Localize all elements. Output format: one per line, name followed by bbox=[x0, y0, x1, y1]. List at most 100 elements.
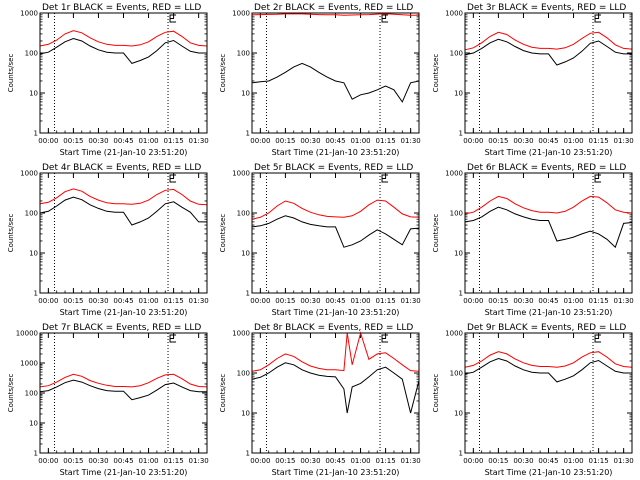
y-tick-label: 1 bbox=[459, 290, 463, 298]
panel-title: Det 9r BLACK = Events, RED = LLD bbox=[467, 323, 626, 333]
plot-frame bbox=[39, 172, 208, 294]
y-tick-label: 100 bbox=[237, 210, 250, 218]
y-axis-label: Counts/sec bbox=[219, 214, 227, 253]
x-tick-label: 00:30 bbox=[88, 457, 108, 465]
x-axis-label: Start Time (21-Jan-10 23:51:20) bbox=[272, 468, 400, 477]
x-tick-label: 00:45 bbox=[113, 137, 133, 145]
x-tick-label: 01:00 bbox=[350, 297, 370, 305]
x-tick-label: 00:30 bbox=[88, 297, 108, 305]
x-tick-label: 00:45 bbox=[538, 297, 558, 305]
x-tick-label: 01:30 bbox=[189, 297, 209, 305]
y-tick-label: 10 bbox=[29, 90, 38, 98]
series-line-events bbox=[251, 62, 420, 103]
x-tick-label: 00:45 bbox=[325, 137, 345, 145]
panel-2: Det 2r BLACK = Events, RED = LLD Counts/s… bbox=[219, 3, 421, 157]
x-tick-label: 01:00 bbox=[563, 457, 583, 465]
panel-title: Det 3r BLACK = Events, RED = LLD bbox=[467, 3, 626, 13]
y-tick-label: 1 bbox=[34, 290, 38, 298]
panel-title: Det 4r BLACK = Events, RED = LLD bbox=[42, 163, 201, 173]
y-tick-label: 100 bbox=[450, 50, 463, 58]
x-tick-label: 01:30 bbox=[614, 297, 634, 305]
series-line-events bbox=[39, 196, 207, 226]
e-marker-icon bbox=[381, 334, 389, 343]
x-tick-label: 00:30 bbox=[513, 297, 533, 305]
y-tick-label: 1000 bbox=[232, 170, 250, 178]
x-tick-label: 01:30 bbox=[401, 137, 421, 145]
x-tick-label: 00:15 bbox=[275, 137, 295, 145]
x-tick-label: 00:00 bbox=[463, 457, 483, 465]
series-line-events bbox=[251, 215, 420, 248]
y-tick-label: 1 bbox=[459, 130, 463, 138]
series-line-events bbox=[251, 362, 420, 414]
x-axis-label: Start Time (21-Jan-10 23:51:20) bbox=[60, 308, 188, 317]
x-axis-label: Start Time (21-Jan-10 23:51:20) bbox=[60, 148, 188, 157]
y-tick-label: 1 bbox=[246, 450, 250, 458]
y-tick-label: 10 bbox=[241, 410, 250, 418]
series-line-lld bbox=[39, 373, 208, 388]
x-tick-label: 00:15 bbox=[275, 297, 295, 305]
panel-6: Det 6r BLACK = Events, RED = LLD Counts/s… bbox=[432, 163, 634, 317]
series-line-lld bbox=[464, 195, 633, 215]
e-marker-icon bbox=[169, 14, 177, 23]
series-line-lld bbox=[39, 188, 208, 206]
x-axis-label: Start Time (21-Jan-10 23:51:20) bbox=[272, 308, 400, 317]
x-tick-label: 01:00 bbox=[138, 457, 158, 465]
plot-frame bbox=[464, 12, 633, 134]
panel-title: Det 6r BLACK = Events, RED = LLD bbox=[467, 163, 626, 173]
e-marker-icon bbox=[594, 334, 602, 343]
y-tick-label: 10 bbox=[29, 420, 38, 428]
x-tick-label: 00:30 bbox=[513, 457, 533, 465]
panel-4: Det 4r BLACK = Events, RED = LLD Counts/s… bbox=[7, 163, 209, 317]
y-tick-label: 10 bbox=[241, 90, 250, 98]
e-marker-icon bbox=[169, 174, 177, 183]
y-tick-label: 1000 bbox=[20, 170, 38, 178]
y-tick-label: 10 bbox=[241, 250, 250, 258]
x-tick-label: 01:30 bbox=[189, 457, 209, 465]
x-tick-label: 00:00 bbox=[38, 297, 58, 305]
x-tick-label: 01:15 bbox=[164, 137, 184, 145]
series-line-lld bbox=[251, 331, 420, 372]
y-axis-label: Counts/sec bbox=[7, 54, 15, 93]
x-tick-label: 01:30 bbox=[401, 457, 421, 465]
panel-title: Det 7r BLACK = Events, RED = LLD bbox=[42, 323, 201, 333]
y-tick-label: 100 bbox=[237, 370, 250, 378]
plot-frame bbox=[251, 12, 420, 134]
x-tick-label: 01:00 bbox=[563, 297, 583, 305]
series-line-events bbox=[464, 206, 633, 249]
series-line-events bbox=[464, 357, 632, 383]
panel-7: Det 7r BLACK = Events, RED = LLD Counts/s… bbox=[7, 323, 209, 477]
panel-1: Det 1r BLACK = Events, RED = LLD Counts/s… bbox=[7, 3, 209, 157]
x-axis-label: Start Time (21-Jan-10 23:51:20) bbox=[485, 308, 613, 317]
y-tick-label: 10 bbox=[29, 250, 38, 258]
x-tick-label: 01:30 bbox=[614, 457, 634, 465]
y-tick-label: 1 bbox=[34, 130, 38, 138]
series-line-events bbox=[464, 38, 632, 66]
y-tick-label: 100 bbox=[237, 50, 250, 58]
x-tick-label: 01:30 bbox=[189, 137, 209, 145]
y-tick-label: 100 bbox=[25, 50, 38, 58]
y-axis-label: Counts/sec bbox=[432, 54, 440, 93]
x-axis-label: Start Time (21-Jan-10 23:51:20) bbox=[485, 468, 613, 477]
panel-title: Det 1r BLACK = Events, RED = LLD bbox=[42, 3, 201, 13]
x-tick-label: 00:15 bbox=[488, 297, 508, 305]
x-tick-label: 01:15 bbox=[589, 457, 609, 465]
y-axis-label: Counts/sec bbox=[219, 54, 227, 93]
x-tick-label: 00:45 bbox=[113, 297, 133, 305]
x-tick-label: 01:00 bbox=[350, 137, 370, 145]
plot-frame bbox=[39, 332, 208, 454]
x-tick-label: 00:00 bbox=[463, 297, 483, 305]
x-tick-label: 00:15 bbox=[275, 457, 295, 465]
x-tick-label: 00:30 bbox=[513, 137, 533, 145]
y-tick-label: 1 bbox=[246, 130, 250, 138]
x-tick-label: 00:00 bbox=[38, 137, 58, 145]
panel-8: Det 8r BLACK = Events, RED = LLD Counts/s… bbox=[219, 323, 421, 477]
x-tick-label: 01:15 bbox=[589, 137, 609, 145]
series-line-lld bbox=[251, 13, 419, 16]
x-tick-label: 01:15 bbox=[376, 457, 396, 465]
x-tick-label: 00:15 bbox=[63, 137, 83, 145]
plot-frame bbox=[251, 172, 420, 294]
y-tick-label: 10000 bbox=[16, 330, 38, 338]
y-tick-label: 1000 bbox=[445, 10, 463, 18]
x-axis-label: Start Time (21-Jan-10 23:51:20) bbox=[272, 148, 400, 157]
